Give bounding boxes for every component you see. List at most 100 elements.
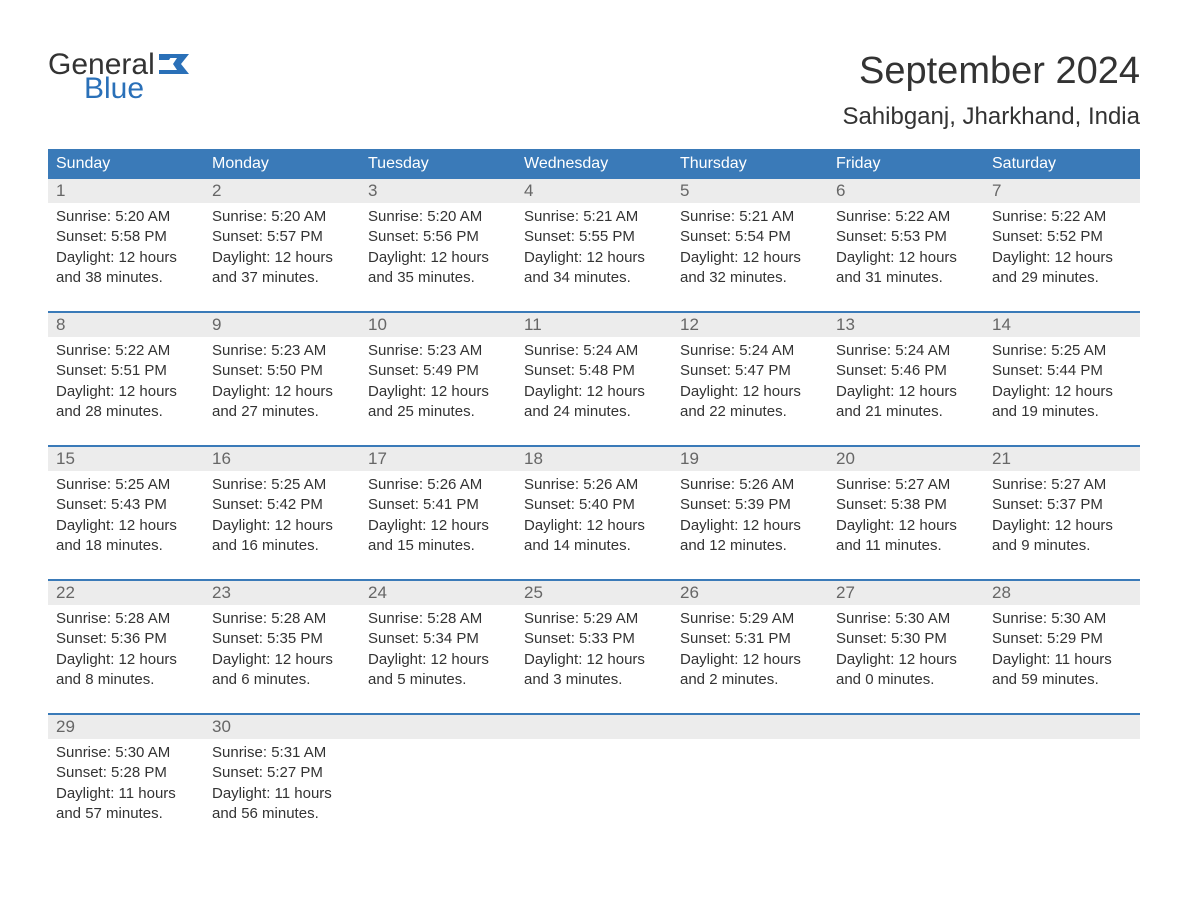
daylight-text-1: Daylight: 12 hours bbox=[836, 382, 976, 402]
sunrise-text: Sunrise: 5:27 AM bbox=[992, 475, 1132, 495]
day-number: 6 bbox=[828, 179, 984, 203]
daynum-row: 22232425262728 bbox=[48, 579, 1140, 605]
daylight-text-2: and 59 minutes. bbox=[992, 670, 1132, 690]
day-headers-row: Sunday Monday Tuesday Wednesday Thursday… bbox=[48, 149, 1140, 179]
daylight-text-1: Daylight: 12 hours bbox=[212, 650, 352, 670]
day-number: 13 bbox=[828, 313, 984, 337]
daylight-text-2: and 28 minutes. bbox=[56, 402, 196, 422]
sunset-text: Sunset: 5:49 PM bbox=[368, 361, 508, 381]
sunset-text: Sunset: 5:36 PM bbox=[56, 629, 196, 649]
daylight-text-2: and 3 minutes. bbox=[524, 670, 664, 690]
daylight-text-2: and 25 minutes. bbox=[368, 402, 508, 422]
day-number bbox=[828, 715, 984, 739]
day-number: 14 bbox=[984, 313, 1140, 337]
sunrise-text: Sunrise: 5:22 AM bbox=[992, 207, 1132, 227]
daylight-text-1: Daylight: 12 hours bbox=[836, 516, 976, 536]
day-cell: Sunrise: 5:24 AMSunset: 5:46 PMDaylight:… bbox=[828, 337, 984, 425]
daylight-text-2: and 15 minutes. bbox=[368, 536, 508, 556]
daylight-text-1: Daylight: 12 hours bbox=[992, 516, 1132, 536]
weeks-container: 1234567Sunrise: 5:20 AMSunset: 5:58 PMDa… bbox=[48, 179, 1140, 847]
daylight-text-1: Daylight: 12 hours bbox=[992, 382, 1132, 402]
sunrise-text: Sunrise: 5:22 AM bbox=[836, 207, 976, 227]
daylight-text-1: Daylight: 12 hours bbox=[680, 516, 820, 536]
day-cell: Sunrise: 5:29 AMSunset: 5:31 PMDaylight:… bbox=[672, 605, 828, 693]
week-row: 15161718192021Sunrise: 5:25 AMSunset: 5:… bbox=[48, 445, 1140, 579]
daylight-text-2: and 27 minutes. bbox=[212, 402, 352, 422]
sunset-text: Sunset: 5:39 PM bbox=[680, 495, 820, 515]
day-number: 23 bbox=[204, 581, 360, 605]
sunrise-text: Sunrise: 5:20 AM bbox=[56, 207, 196, 227]
sunrise-text: Sunrise: 5:25 AM bbox=[992, 341, 1132, 361]
day-number: 27 bbox=[828, 581, 984, 605]
day-number: 11 bbox=[516, 313, 672, 337]
day-number: 2 bbox=[204, 179, 360, 203]
daylight-text-1: Daylight: 12 hours bbox=[680, 248, 820, 268]
day-number: 3 bbox=[360, 179, 516, 203]
brand-logo: General Blue bbox=[48, 50, 189, 104]
sunrise-text: Sunrise: 5:28 AM bbox=[212, 609, 352, 629]
sunset-text: Sunset: 5:47 PM bbox=[680, 361, 820, 381]
day-number: 26 bbox=[672, 581, 828, 605]
day-cell: Sunrise: 5:26 AMSunset: 5:41 PMDaylight:… bbox=[360, 471, 516, 559]
day-number: 16 bbox=[204, 447, 360, 471]
daylight-text-1: Daylight: 12 hours bbox=[680, 650, 820, 670]
sunset-text: Sunset: 5:48 PM bbox=[524, 361, 664, 381]
week-row: 1234567Sunrise: 5:20 AMSunset: 5:58 PMDa… bbox=[48, 179, 1140, 311]
day-cell: Sunrise: 5:24 AMSunset: 5:47 PMDaylight:… bbox=[672, 337, 828, 425]
week-row: 22232425262728Sunrise: 5:28 AMSunset: 5:… bbox=[48, 579, 1140, 713]
daylight-text-2: and 14 minutes. bbox=[524, 536, 664, 556]
day-number: 29 bbox=[48, 715, 204, 739]
day-cell: Sunrise: 5:28 AMSunset: 5:35 PMDaylight:… bbox=[204, 605, 360, 693]
sunrise-text: Sunrise: 5:28 AM bbox=[56, 609, 196, 629]
sunset-text: Sunset: 5:44 PM bbox=[992, 361, 1132, 381]
title-block: September 2024 Sahibganj, Jharkhand, Ind… bbox=[842, 50, 1140, 131]
day-number: 10 bbox=[360, 313, 516, 337]
content-row: Sunrise: 5:28 AMSunset: 5:36 PMDaylight:… bbox=[48, 605, 1140, 713]
daylight-text-1: Daylight: 11 hours bbox=[212, 784, 352, 804]
day-cell: Sunrise: 5:21 AMSunset: 5:55 PMDaylight:… bbox=[516, 203, 672, 291]
day-cell: Sunrise: 5:26 AMSunset: 5:40 PMDaylight:… bbox=[516, 471, 672, 559]
day-number: 25 bbox=[516, 581, 672, 605]
day-cell: Sunrise: 5:26 AMSunset: 5:39 PMDaylight:… bbox=[672, 471, 828, 559]
day-number: 18 bbox=[516, 447, 672, 471]
sunset-text: Sunset: 5:57 PM bbox=[212, 227, 352, 247]
sunrise-text: Sunrise: 5:26 AM bbox=[368, 475, 508, 495]
daylight-text-2: and 22 minutes. bbox=[680, 402, 820, 422]
week-row: 891011121314Sunrise: 5:22 AMSunset: 5:51… bbox=[48, 311, 1140, 445]
daylight-text-2: and 19 minutes. bbox=[992, 402, 1132, 422]
daylight-text-2: and 32 minutes. bbox=[680, 268, 820, 288]
daylight-text-2: and 5 minutes. bbox=[368, 670, 508, 690]
daylight-text-1: Daylight: 11 hours bbox=[992, 650, 1132, 670]
sunrise-text: Sunrise: 5:24 AM bbox=[836, 341, 976, 361]
calendar: Sunday Monday Tuesday Wednesday Thursday… bbox=[48, 149, 1140, 847]
sunset-text: Sunset: 5:35 PM bbox=[212, 629, 352, 649]
daylight-text-1: Daylight: 12 hours bbox=[212, 248, 352, 268]
flag-icon bbox=[159, 54, 189, 74]
daylight-text-2: and 11 minutes. bbox=[836, 536, 976, 556]
daylight-text-2: and 6 minutes. bbox=[212, 670, 352, 690]
day-cell: Sunrise: 5:21 AMSunset: 5:54 PMDaylight:… bbox=[672, 203, 828, 291]
sunrise-text: Sunrise: 5:30 AM bbox=[56, 743, 196, 763]
daylight-text-2: and 18 minutes. bbox=[56, 536, 196, 556]
daynum-row: 2930 bbox=[48, 713, 1140, 739]
day-cell: Sunrise: 5:22 AMSunset: 5:51 PMDaylight:… bbox=[48, 337, 204, 425]
daylight-text-2: and 0 minutes. bbox=[836, 670, 976, 690]
sunrise-text: Sunrise: 5:23 AM bbox=[368, 341, 508, 361]
day-cell: Sunrise: 5:24 AMSunset: 5:48 PMDaylight:… bbox=[516, 337, 672, 425]
sunset-text: Sunset: 5:28 PM bbox=[56, 763, 196, 783]
week-row: 2930 Sunrise: 5:30 AMSunset: 5:28 PM Dayli… bbox=[48, 713, 1140, 847]
sunrise-text: Sunrise: 5:25 AM bbox=[56, 475, 196, 495]
day-cell: Sunrise: 5:20 AMSunset: 5:58 PMDaylight:… bbox=[48, 203, 204, 291]
day-cell: Sunrise: 5:30 AMSunset: 5:30 PMDaylight:… bbox=[828, 605, 984, 693]
sunset-text: Sunset: 5:40 PM bbox=[524, 495, 664, 515]
day-cell bbox=[360, 739, 516, 827]
sunrise-text: Sunrise: 5:26 AM bbox=[524, 475, 664, 495]
daynum-row: 15161718192021 bbox=[48, 445, 1140, 471]
sunset-text: Sunset: 5:55 PM bbox=[524, 227, 664, 247]
daylight-text-2: and 24 minutes. bbox=[524, 402, 664, 422]
content-row: Sunrise: 5:20 AMSunset: 5:58 PMDaylight:… bbox=[48, 203, 1140, 311]
day-cell: Sunrise: 5:25 AMSunset: 5:42 PMDaylight:… bbox=[204, 471, 360, 559]
day-cell bbox=[984, 739, 1140, 827]
day-cell: Sunrise: 5:23 AMSunset: 5:49 PMDaylight:… bbox=[360, 337, 516, 425]
day-cell: Sunrise: 5:27 AMSunset: 5:38 PMDaylight:… bbox=[828, 471, 984, 559]
